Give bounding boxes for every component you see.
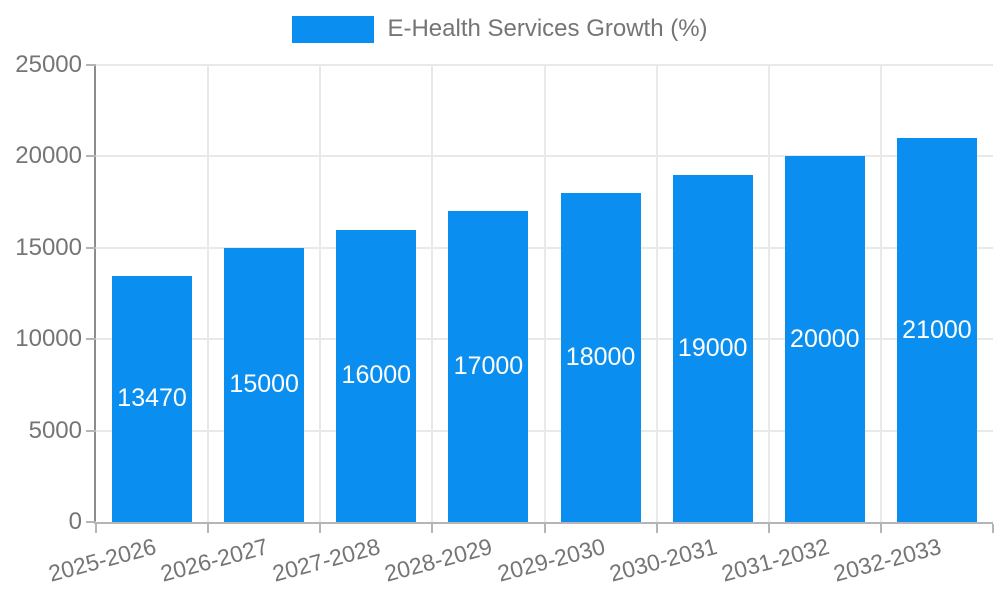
bar-2032-2033[interactable]: 21000 [896, 138, 977, 522]
gridline-vertical [207, 65, 210, 522]
x-tick-mark [655, 524, 658, 533]
gridline-vertical [431, 65, 434, 522]
plot-area: 13470 15000 16000 17000 18000 19000 20000 21000… [46, 64, 993, 587]
y-tick-mark [86, 155, 96, 158]
x-axis-line [94, 522, 993, 524]
x-tick-label: 2028-2029 [382, 533, 496, 587]
bar-2030-2031[interactable]: 19000 [672, 174, 753, 522]
x-tick-label: 2032-2033 [830, 533, 944, 587]
x-tick-label: 2027-2028 [270, 533, 384, 587]
y-tick-label: 5000 [28, 416, 82, 444]
x-tick-mark [207, 524, 210, 533]
y-tick-mark [86, 338, 96, 341]
y-tick-mark [86, 521, 96, 523]
legend-swatch [292, 15, 375, 43]
x-tick-mark [879, 524, 882, 533]
gridline-vertical [767, 65, 770, 522]
gridline-vertical [319, 65, 322, 522]
x-tick-label: 2031-2032 [718, 533, 832, 587]
bar-2025-2026[interactable]: 13470 [112, 275, 193, 522]
y-tick-label: 20000 [15, 142, 82, 170]
y-tick-label: 0 [68, 508, 82, 535]
y-axis-line [94, 65, 96, 524]
bar-2031-2032[interactable]: 20000 [784, 156, 865, 522]
legend-label: E-Health Services Growth (%) [387, 15, 708, 42]
bar-2026-2027[interactable]: 15000 [224, 247, 305, 522]
x-tick-mark [95, 524, 97, 533]
bar-value-label: 20000 [790, 324, 860, 353]
bar-value-label: 13470 [117, 384, 187, 413]
bar-2027-2028[interactable]: 16000 [336, 229, 417, 522]
x-tick-mark [431, 524, 434, 533]
y-tick-mark [86, 64, 96, 66]
x-tick-label: 2030-2031 [606, 533, 720, 587]
y-tick-mark [86, 429, 96, 432]
x-tick-mark [992, 524, 994, 533]
x-tick-mark [767, 524, 770, 533]
bar-value-label: 17000 [453, 352, 524, 381]
bar-value-label: 21000 [902, 315, 972, 344]
y-tick-label: 10000 [15, 325, 82, 353]
bar-value-label: 16000 [341, 361, 412, 390]
x-tick-mark [543, 524, 546, 533]
x-tick-label: 2025-2026 [45, 533, 159, 587]
y-tick-label: 15000 [15, 233, 82, 261]
bar-2028-2029[interactable]: 17000 [448, 211, 529, 522]
bar-2029-2030[interactable]: 18000 [560, 192, 641, 522]
y-tick-mark [86, 246, 96, 249]
gridline-vertical [655, 65, 658, 522]
legend[interactable]: E-Health Services Growth (%) [0, 15, 1000, 43]
y-tick-label: 25000 [15, 51, 82, 78]
bar-value-label: 18000 [565, 342, 636, 371]
gridline-vertical [543, 65, 546, 522]
gridline-vertical [879, 65, 882, 522]
bar-value-label: 19000 [677, 333, 748, 362]
bar-value-label: 15000 [229, 370, 299, 399]
x-tick-mark [319, 524, 322, 533]
x-tick-label: 2026-2027 [157, 533, 271, 587]
x-tick-label: 2029-2030 [494, 533, 608, 587]
